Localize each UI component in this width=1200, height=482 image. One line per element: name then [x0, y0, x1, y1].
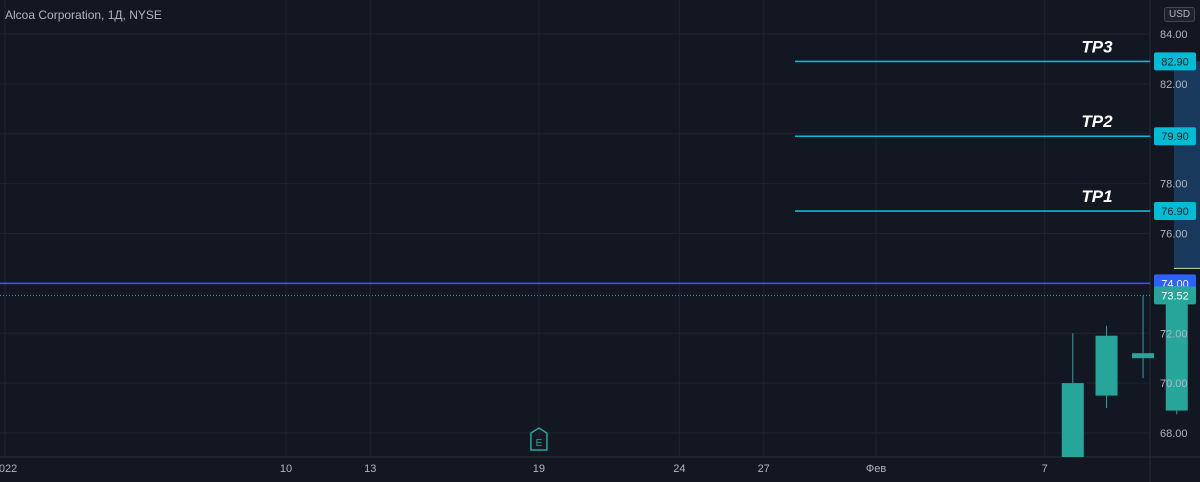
y-tick-label: 84.00	[1160, 29, 1188, 41]
y-tick-label: 70.00	[1160, 378, 1188, 390]
target-price-text: 76.90	[1161, 206, 1189, 218]
candle-body	[1166, 296, 1188, 411]
candle-body	[1062, 383, 1084, 457]
price-axis[interactable]: 84.0082.0080.0078.0076.0074.0072.0070.00…	[1160, 29, 1188, 440]
target-price-text: 79.90	[1161, 131, 1189, 143]
x-tick-label: 7	[1042, 463, 1048, 475]
y-tick-label: 68.00	[1160, 428, 1188, 440]
symbol-title[interactable]: Alcoa Corporation, 1Д, NYSE	[5, 8, 162, 22]
x-tick-label: 10	[280, 463, 292, 475]
y-tick-label: 78.00	[1160, 179, 1188, 191]
currency-badge[interactable]: USD	[1164, 7, 1195, 22]
x-tick-label: 2022	[0, 463, 17, 475]
time-axis[interactable]: 20221013192427Фев7141723Мар	[0, 463, 1200, 475]
target-price-text: 82.90	[1161, 56, 1189, 68]
plot-background	[0, 0, 1150, 457]
x-tick-label: Фев	[866, 463, 886, 475]
x-tick-label: 13	[364, 463, 376, 475]
last-price-text: 73.52	[1161, 290, 1189, 302]
candle-body	[1096, 336, 1118, 396]
x-tick-label: 24	[673, 463, 685, 475]
earnings-marker-label: E	[536, 438, 543, 449]
y-tick-label: 72.00	[1160, 328, 1188, 340]
y-tick-label: 82.00	[1160, 79, 1188, 91]
x-tick-label: 19	[533, 463, 545, 475]
target-label: TP3	[1081, 37, 1113, 56]
target-label: TP2	[1081, 112, 1113, 131]
target-label: TP1	[1081, 187, 1112, 206]
y-tick-label: 76.00	[1160, 229, 1188, 241]
candle-body	[1132, 353, 1154, 358]
x-tick-label: 27	[758, 463, 770, 475]
